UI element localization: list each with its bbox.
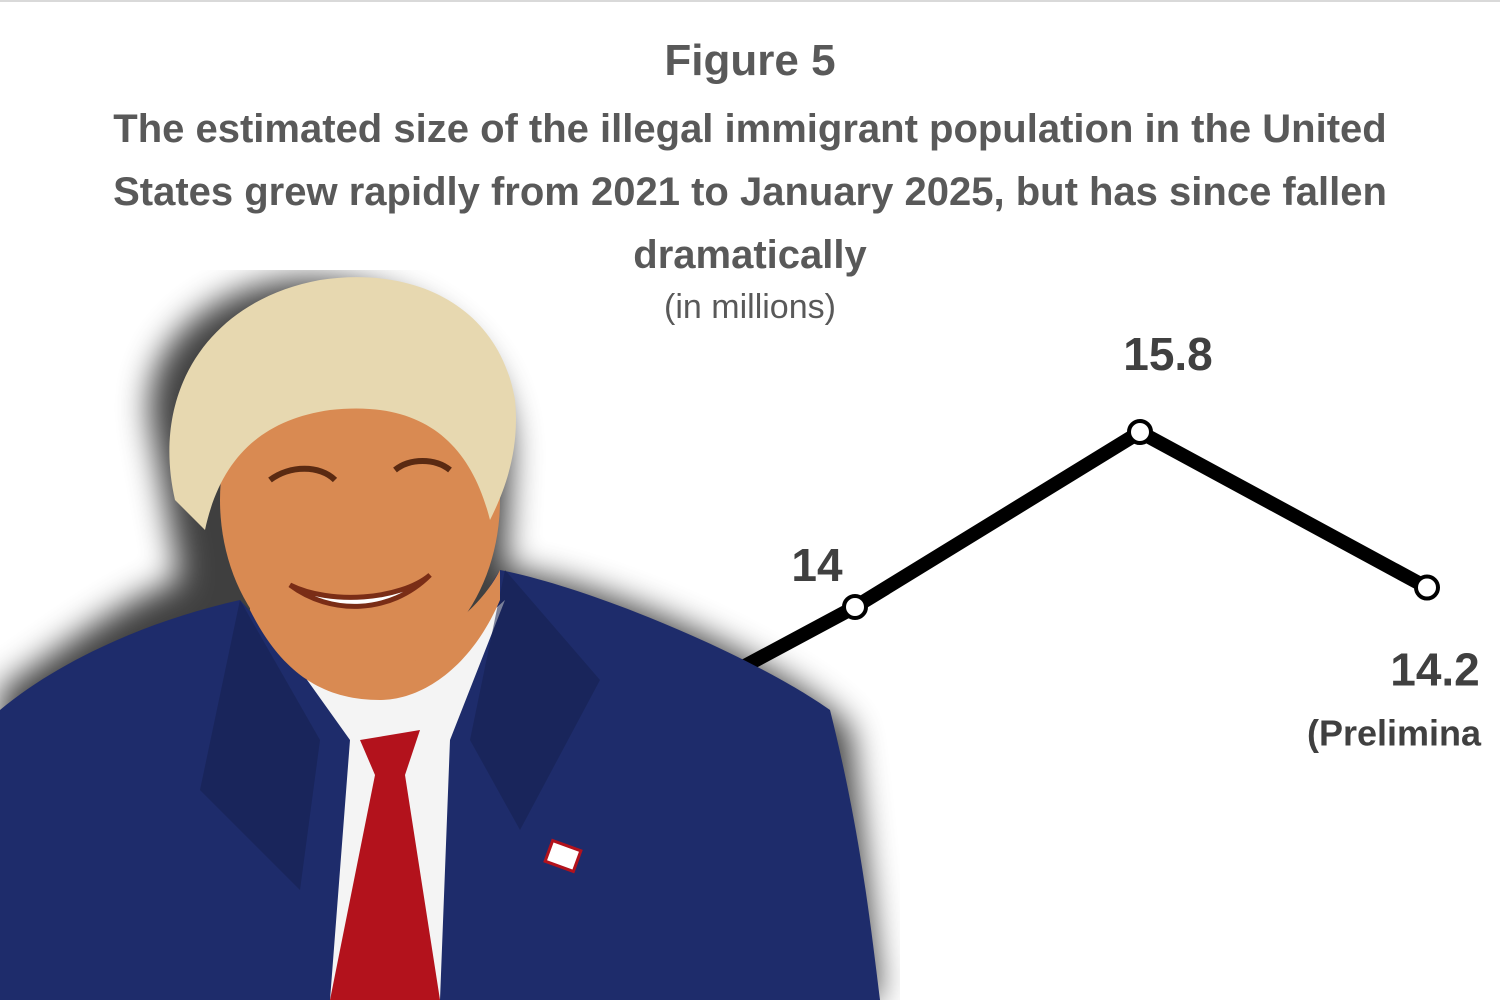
data-label-group: 14 15.8 14.2 (Prelimina	[791, 328, 1482, 754]
neck	[250, 570, 500, 700]
right-lapel	[470, 570, 600, 830]
figure-units: (in millions)	[664, 288, 836, 326]
data-value-label: 15.8	[1123, 328, 1213, 380]
series-line-segment	[848, 425, 1147, 614]
data-value-label: 14	[791, 539, 843, 591]
left-eye	[268, 465, 338, 483]
data-note-label: (Prelimina	[1307, 713, 1482, 754]
right-eye	[393, 458, 452, 473]
figure-label: Figure 5	[664, 36, 836, 85]
data-point-marker	[1127, 419, 1153, 445]
data-point-marker	[842, 593, 868, 620]
hair	[169, 277, 516, 530]
red-tie	[330, 730, 440, 1000]
top-rule	[0, 0, 1500, 2]
data-value-label: 14.2	[1390, 644, 1480, 696]
person-photo	[0, 277, 880, 1000]
flag-pin	[543, 838, 583, 874]
figure-title: The estimated size of the illegal immigr…	[113, 107, 1387, 277]
series-line-segment	[1133, 425, 1434, 595]
smile	[288, 573, 432, 609]
left-lapel	[200, 600, 320, 890]
data-point-group	[842, 419, 1440, 620]
data-point-marker	[1414, 574, 1440, 601]
